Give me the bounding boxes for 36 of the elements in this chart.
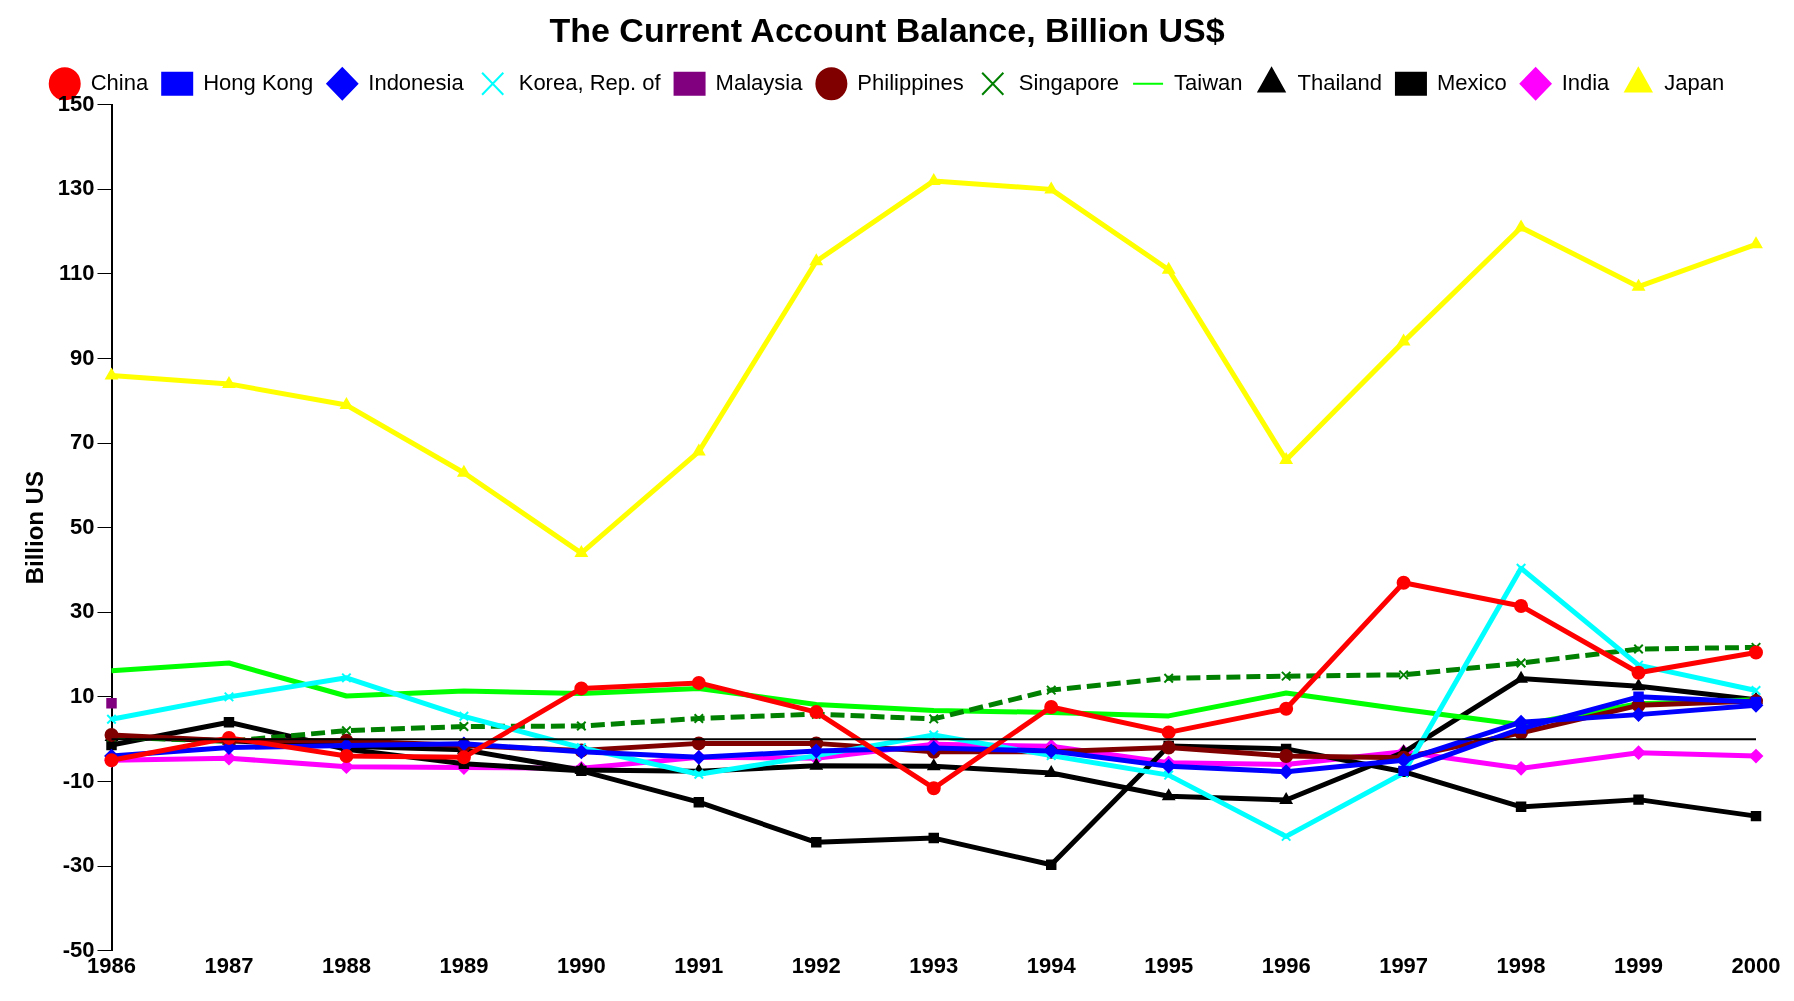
x-tick-label: 1989 — [439, 952, 489, 978]
x-tick-label: 1991 — [674, 952, 724, 978]
x-tick-label: 1992 — [791, 952, 841, 978]
x-tick-label: 2000 — [1731, 952, 1781, 978]
x-tick-label: 1994 — [1026, 952, 1077, 978]
y-tick-label: 90 — [70, 344, 95, 370]
y-axis-title: Billion US — [21, 471, 49, 585]
legend-label: Indonesia — [368, 69, 465, 95]
y-tick-label: -30 — [62, 852, 95, 878]
y-tick-label: 30 — [70, 598, 95, 624]
y-tick-label: 50 — [70, 513, 95, 539]
legend-label: Singapore — [1018, 69, 1120, 95]
y-tick-label: 10 — [70, 682, 95, 708]
legend-label: India — [1561, 69, 1611, 95]
x-tick-label: 1995 — [1144, 952, 1194, 978]
x-tick-label: 1993 — [909, 952, 959, 978]
x-tick-label: 1997 — [1379, 952, 1429, 978]
legend-label: Japan — [1664, 69, 1725, 95]
y-tick-label: 130 — [57, 175, 95, 201]
chart-title: The Current Account Balance, Billion US$ — [549, 10, 1225, 49]
y-tick-label: 110 — [59, 260, 95, 286]
y-tick-label: -10 — [62, 767, 95, 793]
legend-label: Korea, Rep. of — [518, 69, 662, 95]
legend-label: Philippines — [857, 69, 964, 95]
legend-label: Thailand — [1297, 69, 1382, 95]
legend-label: Taiwan — [1174, 69, 1243, 95]
x-tick-label: 1999 — [1614, 952, 1664, 978]
legend-label: Mexico — [1436, 69, 1507, 95]
legend-label: Hong Kong — [203, 69, 314, 95]
x-tick-label: 1996 — [1261, 952, 1311, 978]
y-tick-label: 70 — [70, 429, 95, 455]
x-tick-label: 1988 — [321, 952, 371, 978]
x-tick-label: 1998 — [1496, 952, 1546, 978]
x-tick-label: 1990 — [556, 952, 606, 978]
x-tick-label: 1987 — [204, 952, 254, 978]
legend-label: Malaysia — [715, 69, 804, 95]
